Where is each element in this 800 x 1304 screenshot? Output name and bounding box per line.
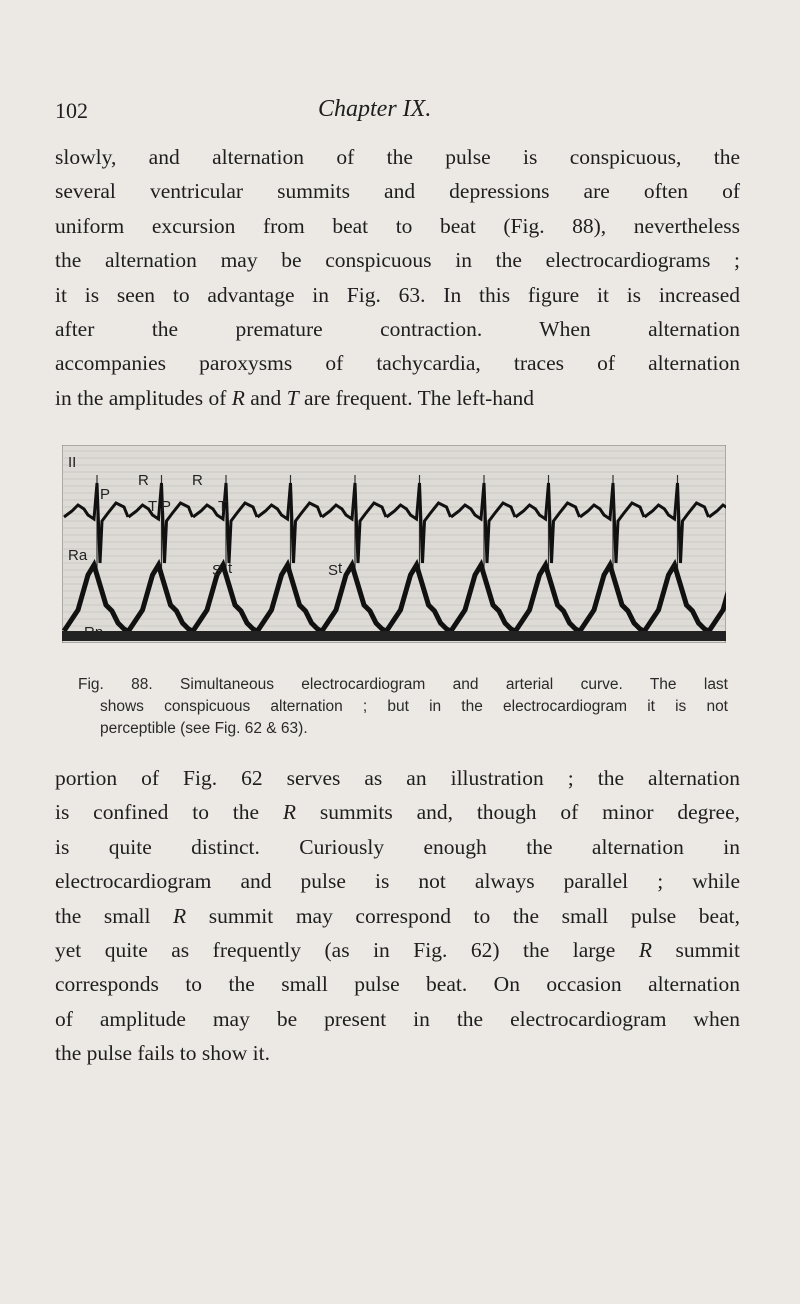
text-line: is confined to the R summits and, though…: [55, 795, 740, 829]
text-line: slowly, and alternation of the pulse is …: [55, 140, 740, 174]
text-line: electrocardiogram and pulse is not alway…: [55, 864, 740, 898]
text-run: in the amplitudes of: [55, 385, 232, 410]
text-line: uniform excursion from beat to beat (Fig…: [55, 209, 740, 243]
figure-label: R: [192, 472, 203, 489]
caption-line: Fig. 88. Simultaneous electrocardiogram …: [78, 676, 728, 693]
italic-symbol: R: [282, 800, 297, 825]
text-run: is confined to the: [55, 800, 283, 825]
figure-label: S: [212, 562, 222, 579]
figure-label: t: [338, 560, 343, 577]
figure-label: R: [138, 472, 149, 489]
base-band: [62, 631, 726, 641]
text-run: uniform excursion from beat to beat (Fig…: [55, 213, 740, 238]
text-run: portion of Fig. 62 serves as an illustra…: [55, 766, 740, 790]
caption: Fig. 88. Simultaneous electrocardiogram …: [78, 674, 728, 740]
chapter-heading: Chapter IX.: [318, 96, 432, 122]
figure-label: II: [68, 454, 76, 471]
text-line: of amplitude may be present in the elect…: [55, 1002, 740, 1036]
caption-line: shows conspicuous alternation ; but in t…: [100, 698, 728, 715]
figure-label: Ra: [68, 547, 88, 564]
text-line: the alternation may be conspicuous in th…: [55, 243, 740, 277]
text-run: of amplitude may be present in the elect…: [55, 1006, 740, 1031]
figure-label: Rp: [84, 624, 103, 641]
text-run: the pulse fails to show it.: [55, 1041, 270, 1066]
text-line: corresponds to the small pulse beat. On …: [55, 967, 740, 1001]
text-line: it is seen to advantage in Fig. 63. In t…: [55, 278, 740, 312]
text-line: is quite distinct. Curiously enough the …: [55, 830, 740, 864]
figure-label: P: [100, 486, 110, 503]
text-run: are frequent. The left-hand: [298, 385, 535, 410]
text-run: summit may correspond to the small pulse…: [186, 903, 740, 928]
text-run: the alternation may be conspicuous in th…: [55, 248, 740, 273]
text-run: slowly, and alternation of the pulse is …: [55, 145, 740, 169]
figure-label: S: [328, 562, 338, 579]
pulse-trace: [62, 558, 726, 634]
italic-symbol: R: [173, 903, 187, 928]
text-line: yet quite as frequently (as in Fig. 62) …: [55, 933, 740, 967]
text-line: accompanies paroxysms of tachycardia, tr…: [55, 346, 740, 380]
text-run: accompanies paroxysms of tachycardia, tr…: [55, 351, 740, 376]
text-run: it is seen to advantage in Fig. 63. In t…: [55, 282, 740, 307]
text-line: the small R summit may correspond to the…: [55, 899, 740, 933]
text-run: yet quite as frequently (as in Fig. 62) …: [55, 937, 639, 962]
caption-line: perceptible (see Fig. 62 & 63).: [100, 720, 308, 737]
italic-symbol: T: [286, 385, 299, 410]
text-line: the pulse fails to show it.: [55, 1036, 740, 1070]
italic-symbol: R: [638, 937, 652, 962]
page-number: 102: [55, 98, 88, 123]
text-line: in the amplitudes of R and T are frequen…: [55, 381, 740, 415]
paragraph: slowly, and alternation of the pulse is …: [55, 140, 740, 415]
text-run: the small: [55, 903, 174, 928]
figure-label: t: [228, 560, 233, 577]
text-run: corresponds to the small pulse beat. On …: [55, 972, 740, 997]
text-run: summits and, though of minor degree,: [296, 800, 740, 825]
text-line: portion of Fig. 62 serves as an illustra…: [55, 761, 740, 795]
text-run: summit: [651, 937, 740, 962]
ecg-trace: [63, 482, 726, 564]
text-line: after the premature contraction. When al…: [55, 312, 740, 346]
italic-symbol: R: [231, 385, 245, 410]
paragraph: portion of Fig. 62 serves as an illustra…: [55, 761, 740, 1071]
text-run: after the premature contraction. When al…: [55, 316, 740, 341]
figure-label: T P: [148, 498, 171, 515]
text-run: several ventricular summits and depressi…: [55, 179, 740, 204]
text-line: several ventricular summits and depressi…: [55, 174, 740, 208]
text-run: and: [244, 385, 287, 410]
figure-label: T: [218, 498, 227, 515]
text-run: is quite distinct. Curiously enough the …: [55, 834, 740, 859]
text-run: electrocardiogram and pulse is not alway…: [55, 869, 740, 894]
